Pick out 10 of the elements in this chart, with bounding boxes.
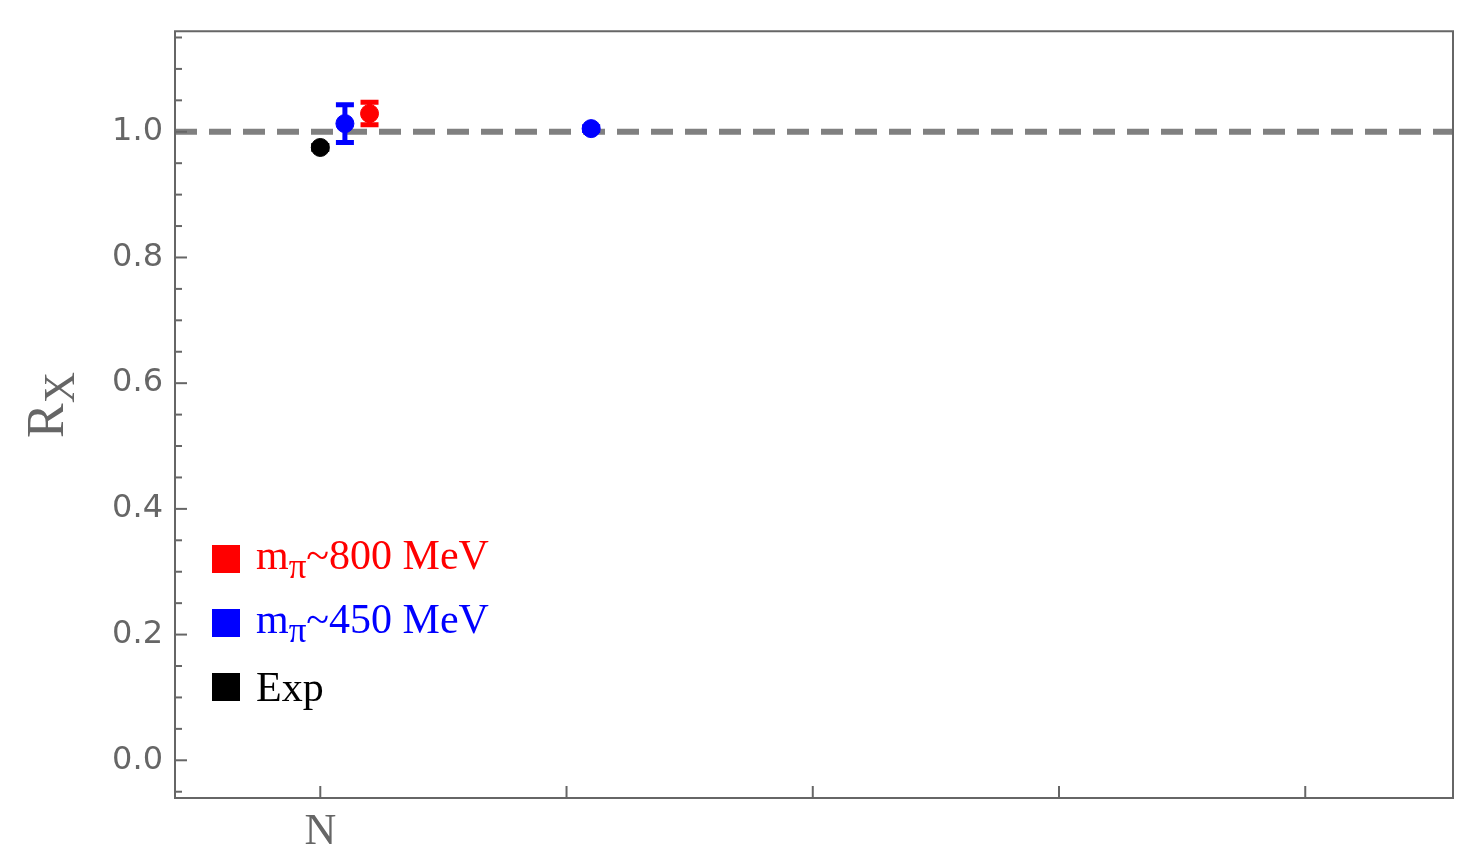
y-tick-label: 0.6 [112,361,163,400]
legend-label: m$_{π}$~800 MeV [256,530,489,588]
legend-label: m$_{π}$~450 MeV [256,594,489,652]
y-tick-label: 0.0 [112,738,163,777]
x-tick-label: N [304,804,337,854]
y-tick-label: 0.8 [112,235,163,274]
y-tick-label: 0.2 [112,612,163,651]
legend-label: Exp [256,663,324,711]
y-tick-label: 0.4 [112,487,163,526]
y-tick-label: 1.0 [112,110,163,149]
